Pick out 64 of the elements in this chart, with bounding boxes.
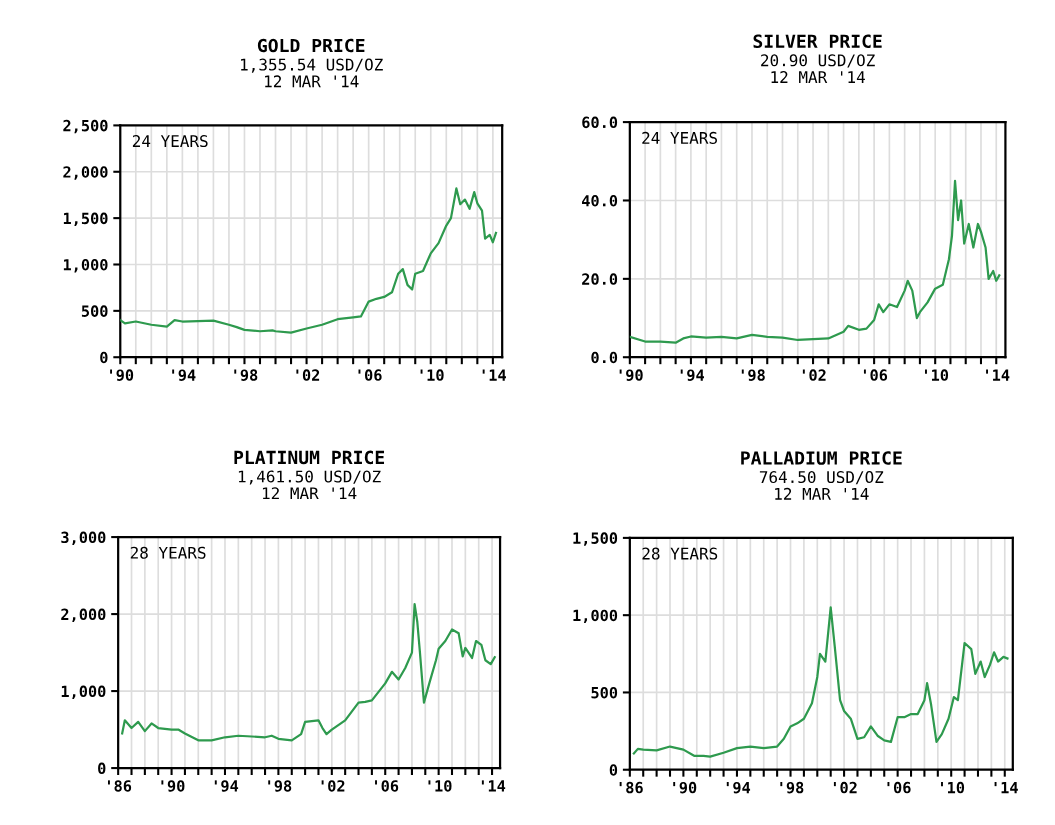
chart-title: PLATINUM PRICE: [234, 450, 385, 465]
x-tick-label: '86: [619, 781, 643, 794]
x-tick-label: '02: [833, 781, 857, 794]
chart-title: PALLADIUM PRICE: [741, 451, 902, 465]
y-tick-label: 0: [100, 351, 108, 364]
x-tick-label: '14: [481, 780, 506, 792]
line-series: [629, 179, 1001, 344]
y-tick-label: 1,000: [573, 609, 618, 624]
x-tick-label: '02: [802, 369, 826, 381]
y-tick-label: 20.0: [582, 273, 618, 285]
chart-title: SILVER PRICE: [753, 34, 882, 49]
y-tick-label: 2,000: [63, 166, 108, 180]
chart-title: GOLD PRICE: [257, 38, 365, 53]
x-tick-label: '90: [161, 780, 185, 792]
x-tick-label: '06: [358, 369, 382, 381]
x-tick-label: '02: [296, 369, 320, 381]
x-tick-label: '90: [110, 369, 134, 381]
line-series: [632, 606, 1009, 758]
x-tick-label: '10: [941, 781, 965, 794]
y-tick-label: 0.0: [591, 351, 618, 364]
y-tick-label: 1,500: [63, 212, 108, 227]
y-tick-label: 60.0: [582, 116, 618, 129]
chart-subtitle: 1,461.50 USD/OZ 12 MAR '14: [238, 470, 381, 500]
chart-subtitle: 20.90 USD/OZ 12 MAR '14: [761, 54, 875, 83]
x-tick-label: '06: [887, 781, 911, 794]
x-tick-label: '10: [925, 369, 949, 381]
y-tick-label: 500: [591, 686, 618, 699]
x-tick-label: '14: [482, 369, 506, 381]
y-tick-label: 1,500: [573, 532, 618, 546]
x-tick-label: '10: [420, 369, 444, 381]
chart-subtitle: 764.50 USD/OZ 12 MAR '14: [759, 471, 884, 500]
annotation: 24 YEARS: [642, 131, 717, 144]
line-series: [120, 187, 498, 334]
x-tick-label: '06: [375, 780, 399, 792]
x-tick-label: '94: [214, 780, 239, 792]
y-tick-label: 500: [81, 305, 108, 317]
x-tick-label: '98: [234, 369, 258, 381]
annotation: 28 YEARS: [130, 546, 206, 559]
y-tick-label: 1,000: [63, 258, 108, 273]
y-tick-label: 2,500: [63, 119, 108, 134]
x-tick-label: '98: [268, 780, 292, 792]
annotation: 28 YEARS: [642, 547, 718, 560]
y-tick-label: 3,000: [61, 531, 106, 546]
x-tick-label: '94: [680, 369, 705, 381]
line-series: [121, 602, 496, 742]
y-tick-label: 1,000: [61, 685, 106, 700]
x-tick-label: '90: [673, 781, 697, 794]
x-tick-label: '90: [619, 369, 643, 381]
x-tick-label: '94: [172, 369, 196, 381]
y-tick-label: 40.0: [582, 194, 618, 207]
x-tick-label: '86: [108, 780, 132, 792]
x-tick-label: '14: [994, 782, 1018, 794]
x-tick-label: '02: [321, 780, 345, 792]
x-tick-label: '06: [863, 369, 888, 381]
y-tick-label: 2,000: [61, 608, 106, 623]
x-tick-label: '94: [726, 781, 751, 794]
y-tick-label: 0: [98, 762, 106, 775]
y-tick-label: 0: [609, 764, 618, 776]
annotation: 24 YEARS: [132, 135, 208, 148]
x-tick-label: '98: [780, 781, 804, 794]
x-tick-label: '14: [986, 369, 1010, 381]
x-tick-label: '98: [741, 369, 765, 381]
chart-subtitle: 1,355.54 USD/OZ 12 MAR '14: [241, 58, 383, 88]
x-tick-label: '10: [428, 780, 452, 792]
